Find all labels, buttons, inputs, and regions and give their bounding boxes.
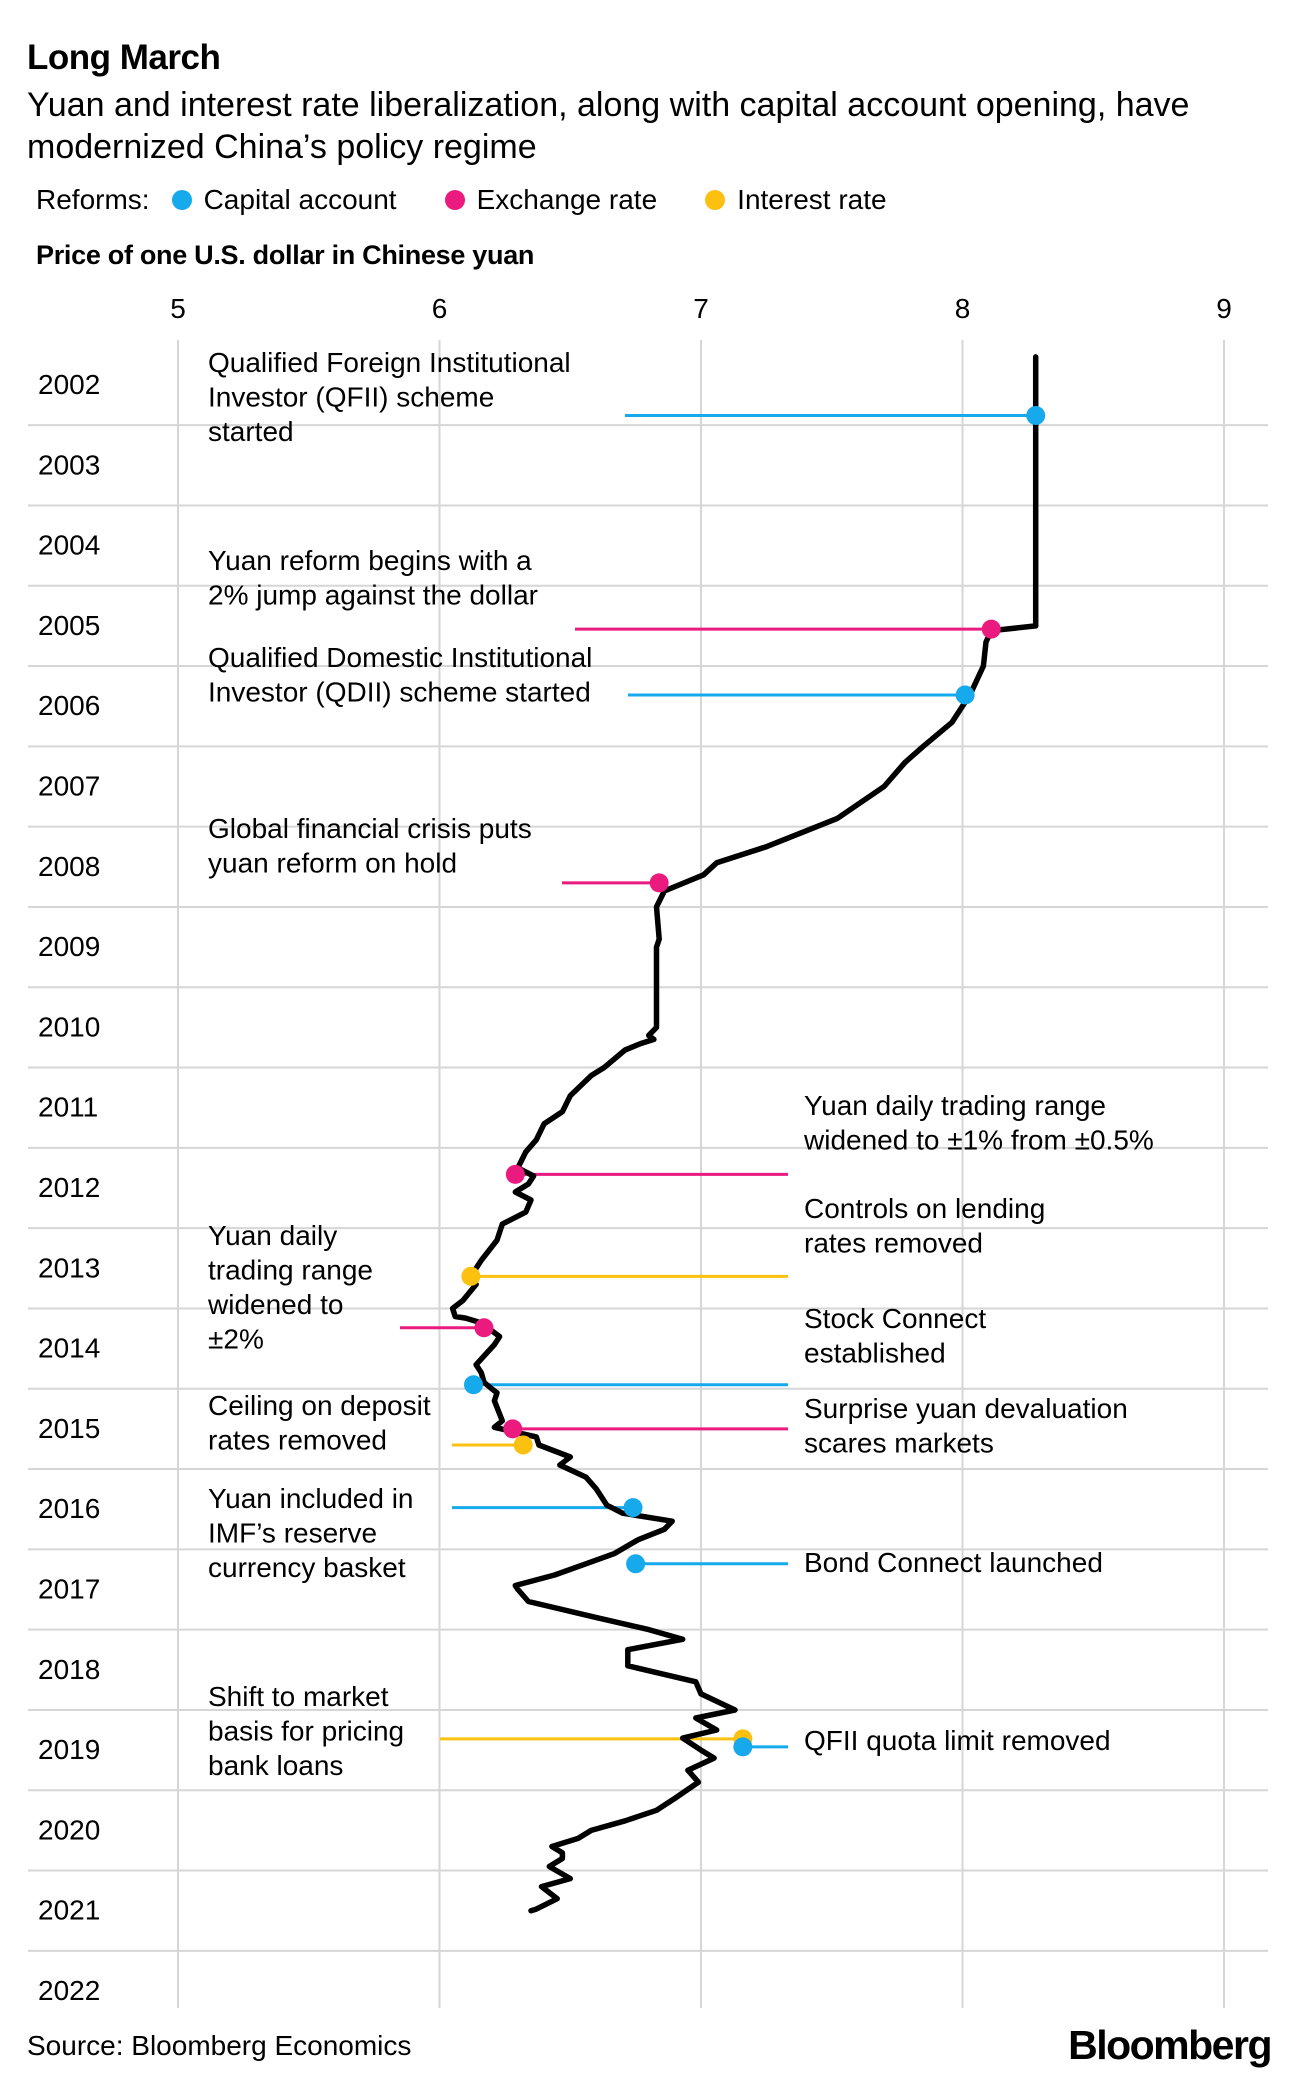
legend-item-label: Exchange rate <box>476 184 658 215</box>
y-tick-label: 2009 <box>38 931 100 962</box>
x-tick-label: 5 <box>170 293 186 324</box>
x-tick-label: 6 <box>432 293 448 324</box>
y-tick-label: 2014 <box>38 1333 100 1364</box>
reform-marker <box>461 1266 481 1286</box>
reform-marker <box>626 1554 646 1574</box>
y-tick-label: 2017 <box>38 1574 100 1605</box>
y-tick-label: 2007 <box>38 771 100 802</box>
y-tick-label: 2013 <box>38 1252 100 1283</box>
x-tick-label: 7 <box>693 293 709 324</box>
bloomberg-logo: Bloomberg <box>1068 2022 1272 2068</box>
y-tick-label: 2019 <box>38 1734 100 1765</box>
y-tick-label: 2015 <box>38 1413 100 1444</box>
series-line-usd-cny <box>449 354 1039 1914</box>
reform-marker <box>463 1375 483 1395</box>
reform-marker <box>474 1318 494 1338</box>
legend-item-interest-rate: Interest rate <box>705 184 887 216</box>
y-tick-label: 2003 <box>38 449 100 480</box>
y-tick-label: 2016 <box>38 1493 100 1524</box>
annotation-label: Shift to market basis for pricing bank loa… <box>208 1681 404 1781</box>
y-tick-label: 2008 <box>38 851 100 882</box>
reform-marker <box>1026 406 1046 426</box>
reform-marker <box>733 1737 753 1757</box>
reform-marker <box>623 1498 643 1518</box>
annotation-label: Yuan daily trading range widened to ±2% <box>207 1220 373 1355</box>
annotation-label: Ceiling on deposit rates removed <box>208 1390 431 1456</box>
legend: Reforms: Capital account Exchange rate I… <box>36 184 935 216</box>
y-tick-label: 2021 <box>38 1895 100 1926</box>
source-note: Source: Bloomberg Economics <box>27 2030 412 2061</box>
legend-item-label: Capital account <box>203 184 397 215</box>
annotation-label: Controls on lending rates removed <box>804 1193 1045 1259</box>
reform-marker <box>503 1419 523 1439</box>
annotation-label: Yuan daily trading range widened to ±1% f… <box>803 1090 1154 1156</box>
chart-axis-title: Price of one U.S. dollar in Chinese yuan <box>36 240 535 270</box>
y-tick-label: 2012 <box>38 1172 100 1203</box>
reform-marker <box>513 1435 533 1455</box>
chart-title: Long March <box>27 38 221 77</box>
legend-dot-icon <box>444 190 465 210</box>
reform-marker <box>981 619 1001 639</box>
annotation-label: Global financial crisis puts yuan reform … <box>208 813 532 879</box>
annotation-label: Bond Connect launched <box>804 1547 1103 1578</box>
y-tick-label: 2010 <box>38 1011 100 1042</box>
legend-label: Reforms: <box>36 184 150 215</box>
legend-item-capital-account: Capital account <box>171 184 397 216</box>
y-tick-label: 2002 <box>38 369 100 400</box>
y-tick-label: 2022 <box>38 1975 100 2006</box>
reform-marker <box>505 1164 525 1184</box>
y-tick-label: 2011 <box>38 1092 98 1123</box>
annotation-label: Qualified Foreign Institutional Investor … <box>208 347 571 447</box>
annotation-label: Stock Connect established <box>804 1303 986 1369</box>
annotation-label: QFII quota limit removed <box>804 1725 1111 1756</box>
x-tick-label: 9 <box>1216 293 1232 324</box>
reform-marker <box>955 685 975 705</box>
annotation-label: Qualified Domestic Institutional Investor… <box>208 642 592 708</box>
legend-dot-icon <box>705 190 726 210</box>
chart-subtitle: Yuan and interest rate liberalization, a… <box>27 86 1190 166</box>
y-tick-label: 2004 <box>38 530 100 561</box>
legend-dot-icon <box>171 190 192 210</box>
legend-item-exchange-rate: Exchange rate <box>444 184 658 216</box>
annotation-label: Yuan included in IMF’s reserve currency ba… <box>208 1483 414 1583</box>
y-tick-label: 2006 <box>38 690 100 721</box>
legend-item-label: Interest rate <box>737 184 887 215</box>
annotation-label: Surprise yuan devaluation scares markets <box>804 1393 1128 1459</box>
annotation-label: Yuan reform begins with a 2% jump against… <box>208 545 538 611</box>
y-tick-label: 2018 <box>38 1654 100 1685</box>
reform-marker <box>649 873 669 893</box>
y-tick-label: 2020 <box>38 1814 100 1845</box>
x-tick-label: 8 <box>955 293 971 324</box>
y-tick-label: 2005 <box>38 610 100 641</box>
